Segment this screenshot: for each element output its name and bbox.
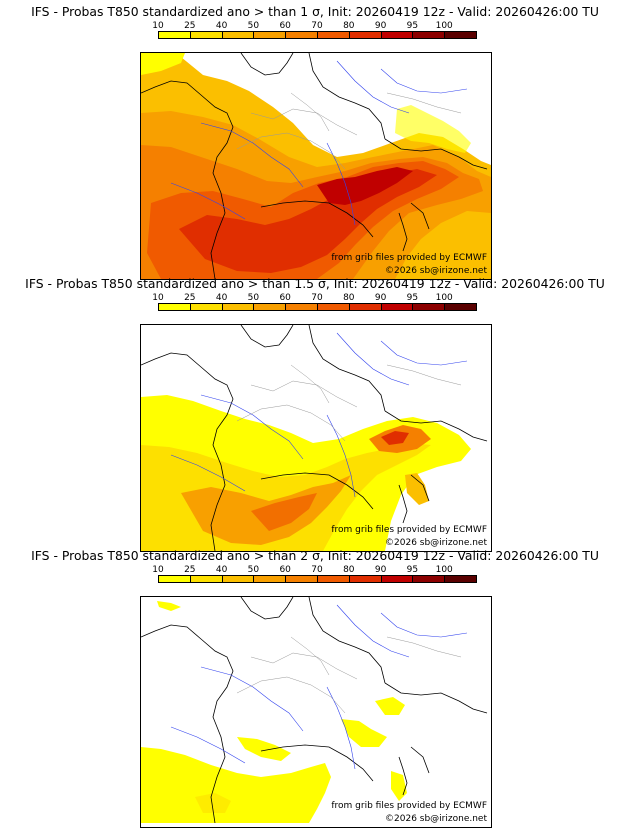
colorbar-tick-label: 10 <box>152 293 164 303</box>
coastlines <box>141 325 488 551</box>
colorbar-swatch <box>253 575 287 583</box>
panel-title: IFS - Probas T850 standardized ano > tha… <box>31 548 599 563</box>
source-credit: from grib files provided by ECMWF <box>331 525 487 535</box>
colorbar-tick-label: 100 <box>435 293 453 303</box>
colorbar-tick-label: 80 <box>343 21 355 31</box>
panel-3: IFS - Probas T850 standardized ano > tha… <box>0 548 630 828</box>
colorbar-tick-label: 70 <box>311 293 323 303</box>
colorbar-tick-label: 10 <box>152 565 164 575</box>
colorbar-tick-label: 95 <box>406 21 419 31</box>
colorbar-tick-label: 90 <box>374 565 387 575</box>
coastlines <box>141 597 488 823</box>
colorbar-tick-label: 90 <box>374 21 387 31</box>
colorbar-swatch <box>285 31 318 39</box>
colorbar-swatch <box>380 31 414 39</box>
colorbar-swatch <box>317 303 350 311</box>
coastlines <box>141 53 488 279</box>
colorbar-tick-label: 70 <box>311 565 323 575</box>
colorbar-swatch <box>189 575 223 583</box>
regional-borders <box>236 364 462 442</box>
map-graphic <box>141 325 488 551</box>
colorbar-tick-label: 10 <box>152 21 164 31</box>
source-credit: from grib files provided by ECMWF <box>331 253 487 263</box>
panel-1: IFS - Probas T850 standardized ano > tha… <box>0 4 630 280</box>
colorbar-swatch <box>348 303 382 311</box>
map-graphic <box>141 597 488 823</box>
colorbar-tick-label: 50 <box>247 565 260 575</box>
map-graphic <box>141 53 491 279</box>
colorbar-swatch <box>285 575 318 583</box>
colorbar-tick-label: 25 <box>184 21 196 31</box>
colorbar-swatch <box>380 303 414 311</box>
colorbar-swatch <box>221 31 255 39</box>
colorbar-swatch <box>348 31 382 39</box>
colorbar-swatch <box>444 575 477 583</box>
colorbar-swatch <box>158 31 191 39</box>
panel-title: IFS - Probas T850 standardized ano > tha… <box>25 276 605 291</box>
colorbar-tick-label: 60 <box>279 21 291 31</box>
colorbar-tick-label: 40 <box>215 293 228 303</box>
colorbar-swatch <box>253 31 287 39</box>
colorbar-swatch <box>221 303 255 311</box>
colorbar-swatch <box>158 303 191 311</box>
regional-borders <box>236 92 462 170</box>
colorbar: 10 25 40 50 60 70 80 90 95 100 <box>152 565 477 585</box>
colorbar-tick-label: 80 <box>343 293 355 303</box>
colorbar-tick-label: 50 <box>247 21 260 31</box>
colorbar-tick-label: 95 <box>406 565 419 575</box>
colorbar-tick-label: 100 <box>435 565 453 575</box>
colorbar-swatch <box>412 575 446 583</box>
probability-shading <box>141 53 491 279</box>
colorbar-tick-label: 25 <box>184 293 196 303</box>
colorbar-swatch <box>285 303 318 311</box>
probability-map: from grib files provided by ECMWF ©2026 … <box>140 52 492 280</box>
source-credit: from grib files provided by ECMWF <box>331 801 487 811</box>
colorbar-swatch <box>317 31 350 39</box>
colorbar-swatch <box>189 303 223 311</box>
colorbar-tick-label: 60 <box>279 293 291 303</box>
colorbar-swatch <box>317 575 350 583</box>
colorbar-swatch <box>380 575 414 583</box>
rivers <box>170 604 468 770</box>
copyright-credit: ©2026 sb@irizone.net <box>385 814 487 824</box>
probability-map: from grib files provided by ECMWF ©2026 … <box>140 324 492 552</box>
colorbar-tick-label: 40 <box>215 21 228 31</box>
rivers <box>170 332 468 498</box>
colorbar-swatch <box>253 303 287 311</box>
colorbar-swatch <box>444 31 477 39</box>
colorbar-tick-label: 50 <box>247 293 260 303</box>
colorbar-swatch <box>444 303 477 311</box>
regional-borders <box>236 636 462 714</box>
colorbar-swatch <box>348 575 382 583</box>
colorbar-swatch <box>412 303 446 311</box>
colorbar-tick-label: 40 <box>215 565 228 575</box>
colorbar-tick-label: 100 <box>435 21 453 31</box>
copyright-credit: ©2026 sb@irizone.net <box>385 266 487 276</box>
colorbar-tick-label: 95 <box>406 293 419 303</box>
panel-2: IFS - Probas T850 standardized ano > tha… <box>0 276 630 552</box>
colorbar-swatch <box>189 31 223 39</box>
colorbar-swatch <box>412 31 446 39</box>
colorbar-tick-label: 80 <box>343 565 355 575</box>
colorbar-tick-label: 70 <box>311 21 323 31</box>
probability-shading <box>141 601 407 823</box>
colorbar: 10 25 40 50 60 70 80 90 95 100 <box>152 293 477 313</box>
panel-title: IFS - Probas T850 standardized ano > tha… <box>31 4 599 19</box>
colorbar-swatch <box>221 575 255 583</box>
colorbar-tick-label: 25 <box>184 565 196 575</box>
colorbar-tick-label: 90 <box>374 293 387 303</box>
copyright-credit: ©2026 sb@irizone.net <box>385 538 487 548</box>
colorbar: 10 25 40 50 60 70 80 90 95 100 <box>152 21 477 41</box>
probability-map: from grib files provided by ECMWF ©2026 … <box>140 596 492 828</box>
colorbar-swatch <box>158 575 191 583</box>
colorbar-tick-label: 60 <box>279 565 291 575</box>
